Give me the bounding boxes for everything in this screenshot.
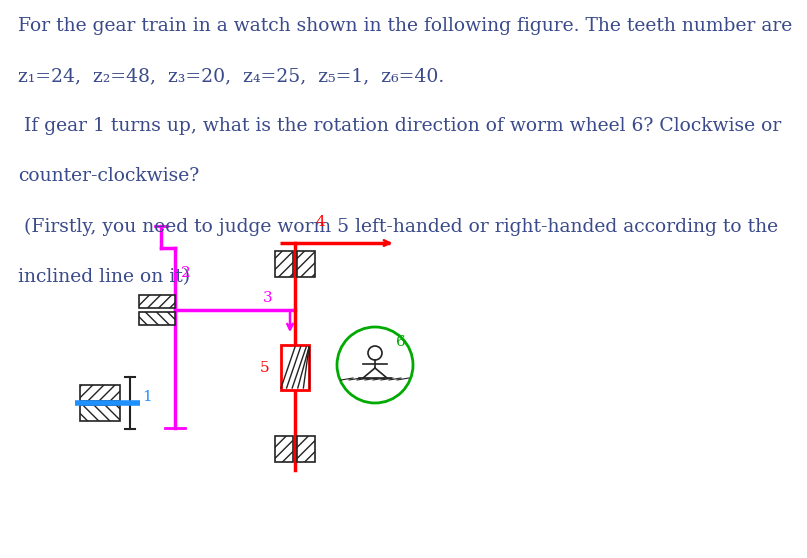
Bar bbox=[80, 405, 120, 421]
Bar bbox=[275, 436, 293, 462]
Bar bbox=[139, 312, 175, 325]
Text: For the gear train in a watch shown in the following figure. The teeth number ar: For the gear train in a watch shown in t… bbox=[18, 17, 792, 35]
Text: If gear 1 turns up, what is the rotation direction of worm wheel 6? Clockwise or: If gear 1 turns up, what is the rotation… bbox=[18, 117, 781, 135]
Text: 6: 6 bbox=[396, 335, 406, 349]
Text: 1: 1 bbox=[142, 390, 152, 404]
Text: 5: 5 bbox=[259, 360, 269, 374]
Bar bbox=[139, 295, 175, 308]
Text: inclined line on it): inclined line on it) bbox=[18, 268, 190, 286]
Bar bbox=[281, 345, 309, 390]
Text: counter-clockwise?: counter-clockwise? bbox=[18, 167, 199, 185]
Text: 2: 2 bbox=[181, 266, 190, 280]
Text: z₁=24,  z₂=48,  z₃=20,  z₄=25,  z₅=1,  z₆=40.: z₁=24, z₂=48, z₃=20, z₄=25, z₅=1, z₆=40. bbox=[18, 67, 444, 85]
Text: (Firstly, you need to judge worm 5 left-handed or right-handed according to the: (Firstly, you need to judge worm 5 left-… bbox=[18, 218, 778, 236]
Bar bbox=[297, 251, 315, 277]
Bar bbox=[80, 385, 120, 401]
Text: 3: 3 bbox=[263, 291, 273, 305]
Text: 4: 4 bbox=[315, 215, 325, 229]
Bar bbox=[297, 436, 315, 462]
Bar bbox=[275, 251, 293, 277]
